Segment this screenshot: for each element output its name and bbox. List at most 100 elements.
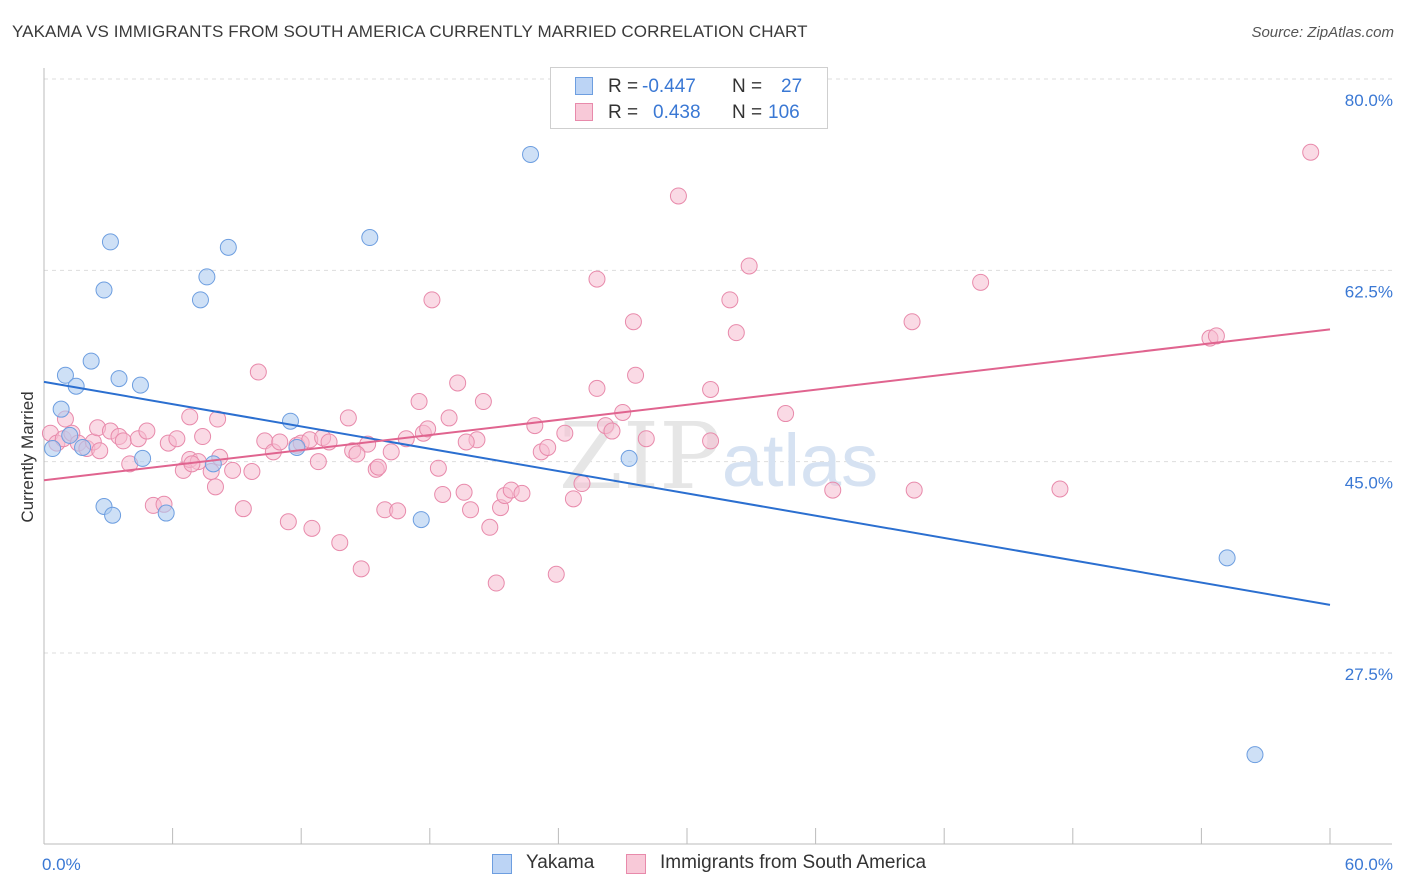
immigrants-point [474, 393, 492, 411]
immigrants-point [903, 313, 921, 331]
immigrants-point [721, 291, 739, 309]
yakama-point [412, 511, 430, 529]
yakama-point [52, 400, 70, 418]
immigrants-point [481, 518, 499, 536]
immigrants-point [279, 513, 297, 531]
y-tick-label: 80.0% [1345, 91, 1393, 110]
watermark-zip: ZIP [559, 403, 721, 510]
immigrants-point [194, 428, 212, 446]
source-label: Source: ZipAtlas.com [1251, 24, 1394, 41]
yakama-point [104, 506, 122, 524]
immigrants-point [627, 366, 645, 384]
yakama-point [44, 440, 62, 458]
immigrants-point [249, 363, 267, 381]
immigrants-point [905, 481, 923, 499]
immigrants-point [588, 379, 606, 397]
legend-r-label: R = [608, 102, 639, 123]
bottom-legend-label-immigrants: Immigrants from South America [660, 852, 927, 873]
immigrants-point [382, 443, 400, 461]
immigrants-point [114, 432, 132, 450]
axes [43, 68, 1392, 845]
yakama-point [131, 376, 149, 394]
legend-n-label: N = [732, 76, 763, 97]
yakama-point [110, 370, 128, 388]
legend-swatch-yakama [575, 77, 593, 95]
immigrants-point [389, 502, 407, 520]
yakama-point [74, 438, 92, 456]
immigrants-point [457, 433, 475, 451]
immigrants-point [369, 458, 387, 476]
yakama-point [281, 412, 299, 430]
immigrants-point [487, 574, 505, 592]
yakama-point [522, 145, 540, 163]
correlation-legend: R = -0.447 N = 27 R = 0.438 N = 106 [550, 67, 828, 129]
immigrants-point [309, 453, 327, 471]
yakama-point [1218, 549, 1236, 567]
yakama-point [82, 352, 100, 370]
yakama-point [157, 504, 175, 522]
legend-n-value-yakama: 27 [781, 76, 803, 97]
y-tick-label: 45.0% [1345, 474, 1393, 493]
immigrants-point [138, 422, 156, 440]
legend-n-label: N = [732, 102, 763, 123]
immigrants-point [419, 420, 437, 438]
yakama-point [361, 229, 379, 247]
legend-n-value-immigrants: 106 [768, 102, 800, 123]
tick-labels: 27.5% 45.0% 62.5% 80.0% 0.0% 60.0% [42, 91, 1393, 874]
immigrants-point [1051, 480, 1069, 498]
immigrants-point [972, 273, 990, 291]
immigrants-point [243, 463, 261, 481]
immigrants-point [181, 408, 199, 426]
immigrants-point [455, 483, 473, 501]
y-tick-label: 62.5% [1345, 282, 1393, 301]
immigrants-point [513, 484, 531, 502]
immigrants-point [206, 478, 224, 496]
legend-r-label: R = [608, 76, 639, 97]
yakama-point [56, 366, 74, 384]
yakama-point [134, 449, 152, 467]
immigrants-point [564, 490, 582, 508]
immigrants-point [352, 560, 370, 578]
yakama-point [288, 438, 306, 456]
chart-title: YAKAMA VS IMMIGRANTS FROM SOUTH AMERICA … [12, 22, 808, 41]
immigrants-point [1302, 143, 1320, 161]
immigrants-points [41, 143, 1320, 592]
yakama-point [1246, 746, 1264, 764]
bottom-legend-swatch-immigrants [626, 854, 646, 874]
immigrants-point [539, 438, 557, 456]
x-tick-label: 0.0% [42, 855, 81, 874]
immigrants-point [234, 500, 252, 518]
immigrants-point [348, 445, 366, 463]
immigrants-point [168, 430, 186, 448]
immigrants-point [637, 430, 655, 448]
legend-swatch-immigrants [575, 103, 593, 121]
immigrants-point [1207, 327, 1225, 345]
immigrants-point [462, 501, 480, 519]
immigrants-point [588, 270, 606, 288]
y-tick-label: 27.5% [1345, 665, 1393, 684]
immigrants-point [624, 313, 642, 331]
immigrants-point [339, 409, 357, 427]
immigrants-point [429, 459, 447, 477]
immigrants-point [702, 432, 720, 450]
yakama-point [198, 268, 216, 286]
yakama-point [191, 291, 209, 309]
immigrants-point [556, 424, 574, 442]
immigrants-trend-line [43, 328, 1331, 482]
yakama-point [61, 426, 79, 444]
immigrants-point [331, 534, 349, 552]
trend-lines [43, 328, 1331, 606]
immigrants-point [449, 374, 467, 392]
yakama-point [95, 281, 113, 299]
x-tick-label: 60.0% [1345, 855, 1393, 874]
legend-r-value-immigrants: 0.438 [653, 102, 701, 123]
yakama-points [44, 145, 1264, 764]
immigrants-point [423, 291, 441, 309]
yakama-point [101, 233, 119, 251]
grid-lines [44, 78, 1392, 654]
immigrants-point [777, 405, 795, 423]
immigrants-point [824, 481, 842, 499]
immigrants-point [434, 485, 452, 503]
immigrants-point [547, 565, 565, 583]
immigrants-point [91, 442, 109, 460]
